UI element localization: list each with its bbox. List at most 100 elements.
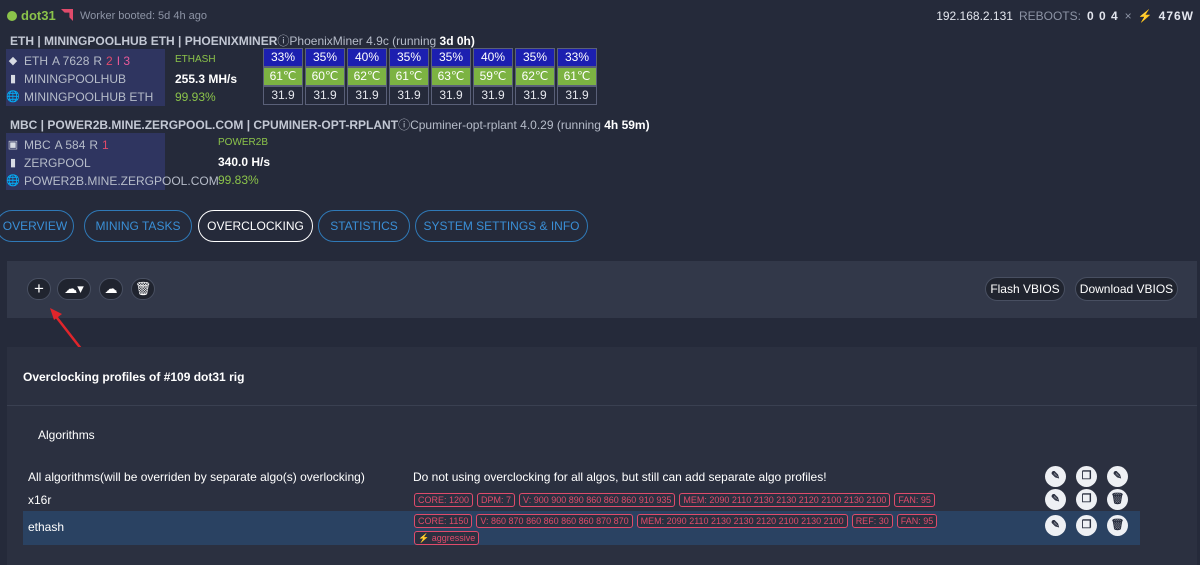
coin-panel	[6, 133, 165, 190]
gpu-fan-cell: 35%	[389, 48, 429, 67]
edit-button[interactable]: ✎	[1045, 466, 1066, 487]
rejected-shares: 2	[106, 53, 113, 68]
miner-uptime: 4h 59m)	[604, 118, 650, 132]
pool-name: ZERGPOOL	[24, 155, 91, 170]
status-dot	[7, 11, 17, 21]
server-row: 🌐 POWER2B.MINE.ZERGPOOL.COM	[6, 171, 219, 190]
clear-button[interactable]: ✎	[1107, 466, 1128, 487]
miner-title: ETH | MININGPOOLHUB ETH | PHOENIXMINER	[10, 34, 278, 48]
ip-address: 192.168.2.131	[936, 9, 1013, 23]
copy-icon: ❐	[1081, 493, 1092, 505]
memory-tag: MEM: 2090 2110 2130 2130 2120 2100 2130 …	[679, 493, 891, 507]
pool-row: ▮ ZERGPOOL	[6, 153, 91, 172]
gpu-power-cell: 31.9	[515, 86, 555, 105]
power-icon: ⚡	[1137, 9, 1153, 23]
rejected-label: R	[93, 53, 103, 68]
reboots-value: 0 0 4	[1086, 9, 1119, 23]
gpu-power-cell: 31.9	[389, 86, 429, 105]
tab-system-settings[interactable]: SYSTEM SETTINGS & INFO	[415, 210, 588, 242]
coin-panel	[6, 49, 165, 106]
rejected-shares: 1	[102, 137, 109, 152]
flash-vbios-button[interactable]: Flash VBIOS	[985, 277, 1065, 301]
gpu-temp-cell: 63℃	[431, 67, 471, 86]
gpu-power-cell: 31.9	[263, 86, 303, 105]
gpu-power-cell: 31.9	[305, 86, 345, 105]
profile-name: All algorithms(will be overriden by sepa…	[28, 470, 365, 484]
copy-button[interactable]: ❐	[1076, 515, 1097, 536]
coin-name: ETH	[24, 53, 48, 68]
cloud-download-dropdown[interactable]: ☁▾	[57, 278, 91, 300]
gpu-fan-cell: 35%	[515, 48, 555, 67]
rig-name[interactable]: dot31	[21, 8, 56, 23]
tab-overclocking[interactable]: OVERCLOCKING	[198, 210, 313, 242]
gpu-power-cell: 31.9	[431, 86, 471, 105]
rig-header: dot31 Worker booted: 5d 4h ago 192.168.2…	[0, 0, 1200, 32]
server-name: POWER2B.MINE.ZERGPOOL.COM	[24, 173, 219, 188]
gpu-temp-cell: 60℃	[305, 67, 345, 86]
gpu-temp-cell: 61℃	[389, 67, 429, 86]
copy-icon: ❐	[1081, 519, 1092, 531]
delete-button[interactable]: 🗑	[1107, 489, 1128, 510]
server-name: MININGPOOLHUB ETH	[24, 89, 154, 104]
edit-button[interactable]: ✎	[1045, 489, 1066, 510]
tab-overview[interactable]: OVERVIEW	[0, 210, 74, 242]
globe-icon: 🌐	[6, 91, 20, 103]
amd-logo-icon	[61, 9, 73, 21]
gpu-temp-cell: 61℃	[263, 67, 303, 86]
brush-icon: ✎	[1112, 470, 1123, 482]
algorithms-heading: Algorithms	[38, 428, 95, 442]
tab-mining-tasks[interactable]: MINING TASKS	[84, 210, 192, 242]
gpu-power-cell: 31.9	[347, 86, 387, 105]
voltage-tag: V: 900 900 890 860 860 860 910 935	[519, 493, 676, 507]
pencil-icon: ✎	[1050, 493, 1061, 505]
info-icon: ⓘ	[277, 34, 290, 48]
download-vbios-button[interactable]: Download VBIOS	[1075, 277, 1178, 301]
copy-button[interactable]: ❐	[1076, 466, 1097, 487]
worker-booted-text: Worker booted: 5d 4h ago	[80, 10, 207, 22]
cloud-download-icon: ☁▾	[64, 281, 84, 296]
hashrate: 255.3 MH/s	[175, 72, 238, 86]
plus-icon: +	[34, 279, 44, 298]
gpu-fan-cell: 33%	[263, 48, 303, 67]
gpu-fan-cell: 35%	[431, 48, 471, 67]
gpu-fan-cell: 40%	[347, 48, 387, 67]
memory-tag: MEM: 2090 2110 2130 2130 2120 2100 2130 …	[636, 514, 848, 528]
ethereum-icon: ◆	[8, 55, 18, 67]
info-icon: ⓘ	[398, 118, 411, 132]
miner-header: ETH | MININGPOOLHUB ETH | PHOENIXMINERⓘP…	[10, 32, 475, 49]
coin-icon: ▣	[7, 139, 19, 151]
voltage-tag: V: 860 870 860 860 860 860 870 870	[476, 514, 633, 528]
globe-icon: 🌐	[6, 175, 20, 187]
hashrate: 340.0 H/s	[218, 155, 271, 169]
server-row: 🌐 MININGPOOLHUB ETH	[6, 87, 153, 106]
profile-row-all: All algorithms(will be overriden by sepa…	[23, 464, 1140, 489]
miner-software: PhoenixMiner	[289, 34, 363, 48]
cloud-upload-button[interactable]: ☁	[99, 278, 123, 300]
trash-icon: 🗑	[1110, 493, 1125, 505]
edit-button[interactable]: ✎	[1045, 515, 1066, 536]
core-tag: CORE: 1200	[414, 493, 474, 507]
delete-button[interactable]: 🗑	[1107, 515, 1128, 536]
miner-title: MBC | POWER2B.MINE.ZERGPOOL.COM | CPUMIN…	[10, 118, 399, 132]
reboots-label: REBOOTS:	[1018, 9, 1081, 23]
cloud-upload-icon: ☁	[104, 281, 118, 296]
gpu-temp-cell: 62℃	[515, 67, 555, 86]
miner-version: 4.0.29	[520, 118, 554, 132]
profile-name: ethash	[28, 520, 65, 534]
gpu-temp-cell: 61℃	[557, 67, 597, 86]
profile-row-x16r: x16r CORE: 1200 DPM: 7 V: 900 900 890 86…	[23, 489, 1140, 511]
delete-all-button[interactable]: 🗑	[131, 278, 155, 300]
profile-row-ethash: ethash CORE: 1150 V: 860 870 860 860 860…	[23, 511, 1140, 545]
separator-icon: ×	[1124, 9, 1132, 23]
copy-button[interactable]: ❐	[1076, 489, 1097, 510]
profile-tags: CORE: 1200 DPM: 7 V: 900 900 890 860 860…	[414, 493, 974, 507]
gpu-fan-cell: 40%	[473, 48, 513, 67]
tab-statistics[interactable]: STATISTICS	[318, 210, 410, 242]
pencil-icon: ✎	[1050, 470, 1061, 482]
profile-name: x16r	[28, 493, 52, 507]
algo-label: POWER2B	[218, 137, 269, 148]
profile-tags: CORE: 1150 V: 860 870 860 860 860 860 87…	[414, 514, 974, 545]
add-profile-button[interactable]: +	[27, 278, 51, 300]
pencil-icon: ✎	[1050, 519, 1061, 531]
